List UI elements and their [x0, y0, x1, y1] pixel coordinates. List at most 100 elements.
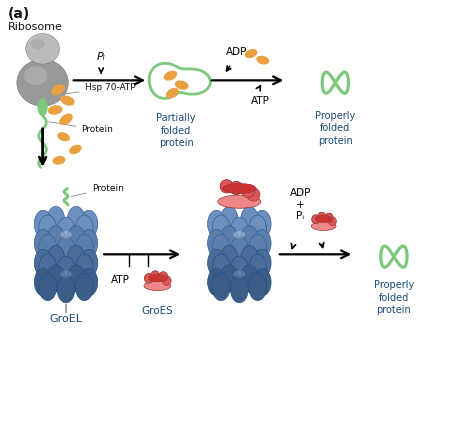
Ellipse shape	[230, 181, 243, 195]
Ellipse shape	[249, 234, 266, 262]
Ellipse shape	[208, 229, 226, 257]
Text: Protein: Protein	[49, 122, 113, 134]
Ellipse shape	[312, 215, 320, 223]
Ellipse shape	[80, 268, 98, 296]
Ellipse shape	[325, 213, 333, 222]
Text: Pᵢ: Pᵢ	[97, 52, 106, 61]
Ellipse shape	[234, 231, 245, 238]
Ellipse shape	[241, 265, 258, 292]
Ellipse shape	[67, 226, 85, 253]
Ellipse shape	[234, 271, 245, 278]
Ellipse shape	[34, 229, 52, 257]
Ellipse shape	[220, 180, 233, 193]
Ellipse shape	[75, 234, 93, 262]
Ellipse shape	[47, 206, 65, 234]
Ellipse shape	[166, 88, 179, 98]
Ellipse shape	[57, 132, 70, 141]
Text: ADP
+
Pᵢ: ADP + Pᵢ	[290, 188, 311, 221]
Ellipse shape	[175, 81, 189, 90]
Ellipse shape	[212, 234, 230, 262]
Ellipse shape	[80, 249, 98, 276]
Ellipse shape	[249, 215, 266, 243]
Ellipse shape	[242, 184, 255, 198]
Text: ATP: ATP	[110, 276, 129, 285]
Ellipse shape	[39, 215, 56, 243]
Ellipse shape	[31, 39, 45, 49]
Ellipse shape	[220, 226, 238, 253]
Ellipse shape	[325, 213, 333, 222]
Ellipse shape	[47, 265, 65, 292]
Ellipse shape	[256, 56, 269, 64]
Ellipse shape	[249, 273, 266, 301]
Ellipse shape	[241, 245, 258, 273]
Ellipse shape	[241, 206, 258, 234]
Ellipse shape	[151, 271, 160, 280]
Ellipse shape	[230, 276, 248, 303]
Ellipse shape	[220, 265, 238, 292]
Text: GroEL: GroEL	[49, 315, 82, 324]
Ellipse shape	[34, 249, 52, 276]
Ellipse shape	[57, 276, 75, 303]
Ellipse shape	[17, 59, 68, 106]
Text: Ribosome: Ribosome	[8, 22, 63, 31]
Ellipse shape	[34, 268, 52, 296]
Ellipse shape	[208, 210, 226, 237]
Text: Properly
folded
protein: Properly folded protein	[374, 280, 414, 315]
Ellipse shape	[57, 237, 75, 264]
Ellipse shape	[39, 234, 56, 262]
Ellipse shape	[51, 84, 65, 95]
Ellipse shape	[24, 66, 47, 85]
Ellipse shape	[163, 276, 171, 285]
Ellipse shape	[67, 265, 85, 292]
Ellipse shape	[230, 256, 248, 284]
Ellipse shape	[145, 273, 153, 283]
Ellipse shape	[247, 188, 260, 201]
Ellipse shape	[67, 245, 85, 273]
Ellipse shape	[311, 222, 336, 231]
Ellipse shape	[39, 273, 56, 301]
Ellipse shape	[253, 249, 271, 276]
Ellipse shape	[48, 105, 63, 115]
Ellipse shape	[249, 254, 266, 282]
Ellipse shape	[47, 226, 65, 253]
Ellipse shape	[144, 281, 171, 290]
Ellipse shape	[253, 268, 271, 296]
Ellipse shape	[59, 114, 73, 125]
Ellipse shape	[315, 215, 332, 223]
Ellipse shape	[37, 98, 48, 116]
Ellipse shape	[53, 156, 65, 165]
Ellipse shape	[253, 229, 271, 257]
Ellipse shape	[245, 49, 257, 58]
Ellipse shape	[208, 249, 226, 276]
Ellipse shape	[80, 210, 98, 237]
Ellipse shape	[69, 145, 82, 154]
Ellipse shape	[60, 95, 74, 106]
Text: GroES: GroES	[142, 306, 173, 316]
Ellipse shape	[318, 212, 326, 221]
Text: Hsp 70-ATP: Hsp 70-ATP	[64, 83, 136, 94]
Ellipse shape	[242, 184, 255, 198]
Text: ADP: ADP	[226, 47, 248, 57]
Ellipse shape	[39, 254, 56, 282]
Ellipse shape	[75, 254, 93, 282]
Ellipse shape	[230, 217, 248, 245]
Ellipse shape	[159, 272, 168, 282]
Ellipse shape	[26, 33, 59, 64]
Ellipse shape	[34, 210, 52, 237]
Ellipse shape	[328, 217, 337, 226]
Ellipse shape	[212, 273, 230, 301]
Ellipse shape	[159, 272, 168, 282]
Text: Properly
folded
protein: Properly folded protein	[315, 111, 356, 146]
Ellipse shape	[220, 206, 238, 234]
Ellipse shape	[241, 226, 258, 253]
Ellipse shape	[148, 274, 166, 282]
Ellipse shape	[218, 195, 261, 208]
Text: Partially
folded
protein: Partially folded protein	[156, 113, 196, 148]
Text: Protein: Protein	[71, 184, 124, 196]
Ellipse shape	[164, 71, 177, 81]
Ellipse shape	[151, 271, 160, 280]
Text: (a): (a)	[8, 8, 30, 22]
Ellipse shape	[253, 210, 271, 237]
Ellipse shape	[57, 217, 75, 245]
Ellipse shape	[145, 273, 153, 283]
